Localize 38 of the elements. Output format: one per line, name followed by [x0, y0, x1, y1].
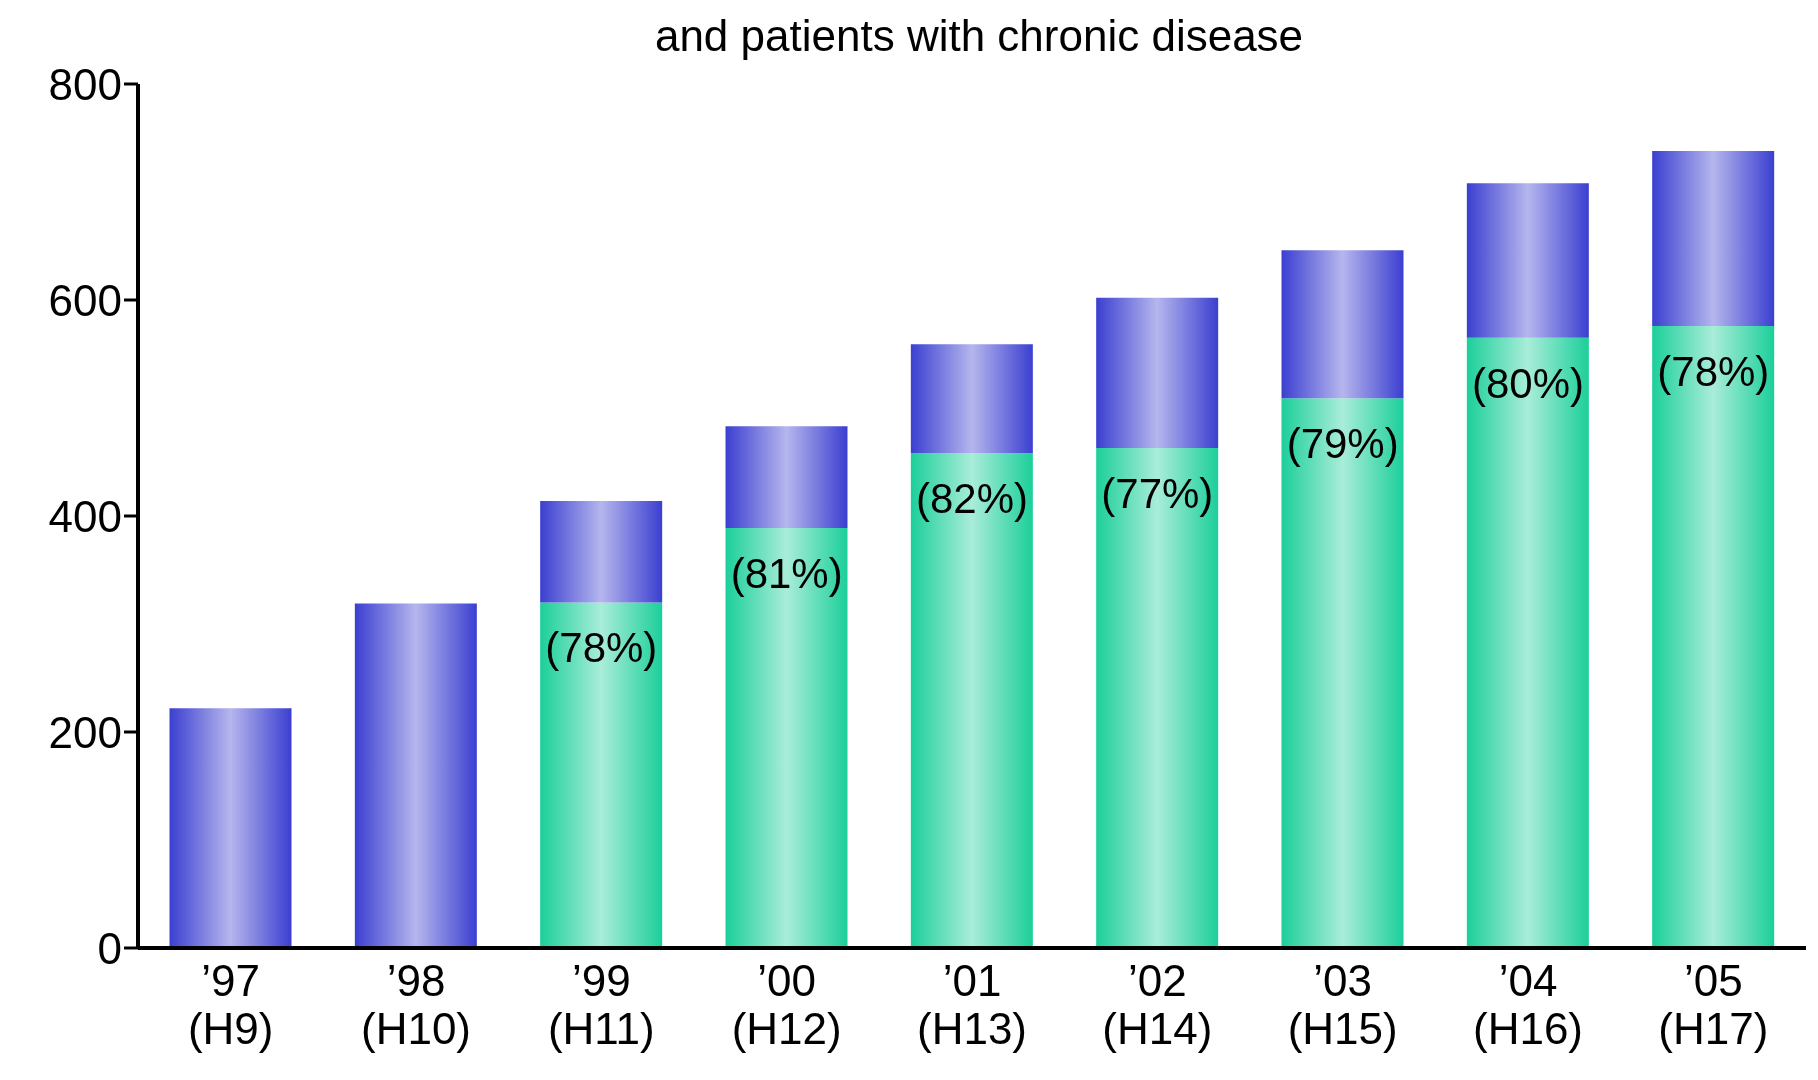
y-tick-label: 400 — [48, 491, 122, 541]
x-tick-label: ’01 (H13) — [916, 956, 1028, 1053]
y-tick-label: 200 — [48, 707, 122, 757]
x-tick-label: ’98 (H10) — [360, 956, 472, 1053]
x-tick-label: ’03 (H15) — [1287, 956, 1398, 1053]
annotation: (79%) — [1286, 420, 1399, 468]
chart-title: and patients with chronic disease — [654, 11, 1304, 60]
bar — [1096, 447, 1219, 948]
bar — [1281, 250, 1404, 399]
bar — [540, 602, 663, 948]
annotation: (81%) — [730, 549, 843, 597]
x-tick-label: ’97 (H9) — [187, 956, 274, 1053]
bar — [169, 708, 292, 948]
annotation: (78%) — [545, 624, 658, 672]
annotation: (80%) — [1471, 359, 1585, 407]
bar — [1466, 183, 1589, 338]
bar — [725, 527, 848, 948]
bar — [910, 344, 1033, 454]
bar — [1096, 297, 1219, 448]
bar — [1281, 398, 1404, 948]
annotation: (82%) — [915, 475, 1029, 523]
x-tick-label: ’04 (H16) — [1472, 956, 1584, 1053]
annotation: (78%) — [1657, 347, 1770, 395]
bar — [910, 453, 1033, 948]
x-tick-label: ’00 (H12) — [731, 956, 842, 1053]
annotation: (77%) — [1101, 469, 1214, 517]
bar — [540, 500, 663, 603]
bar — [1466, 337, 1589, 948]
bar — [354, 603, 477, 948]
bar — [1652, 150, 1775, 326]
bar — [1652, 325, 1775, 948]
y-tick-label: 0 — [97, 923, 122, 973]
x-tick-label: ’02 (H14) — [1102, 956, 1213, 1053]
x-tick-label: ’99 (H11) — [547, 956, 655, 1053]
bar — [725, 426, 848, 528]
y-tick-label: 600 — [48, 275, 122, 325]
x-tick-label: ’05 (H17) — [1658, 956, 1769, 1053]
y-tick-label: 800 — [48, 59, 122, 109]
